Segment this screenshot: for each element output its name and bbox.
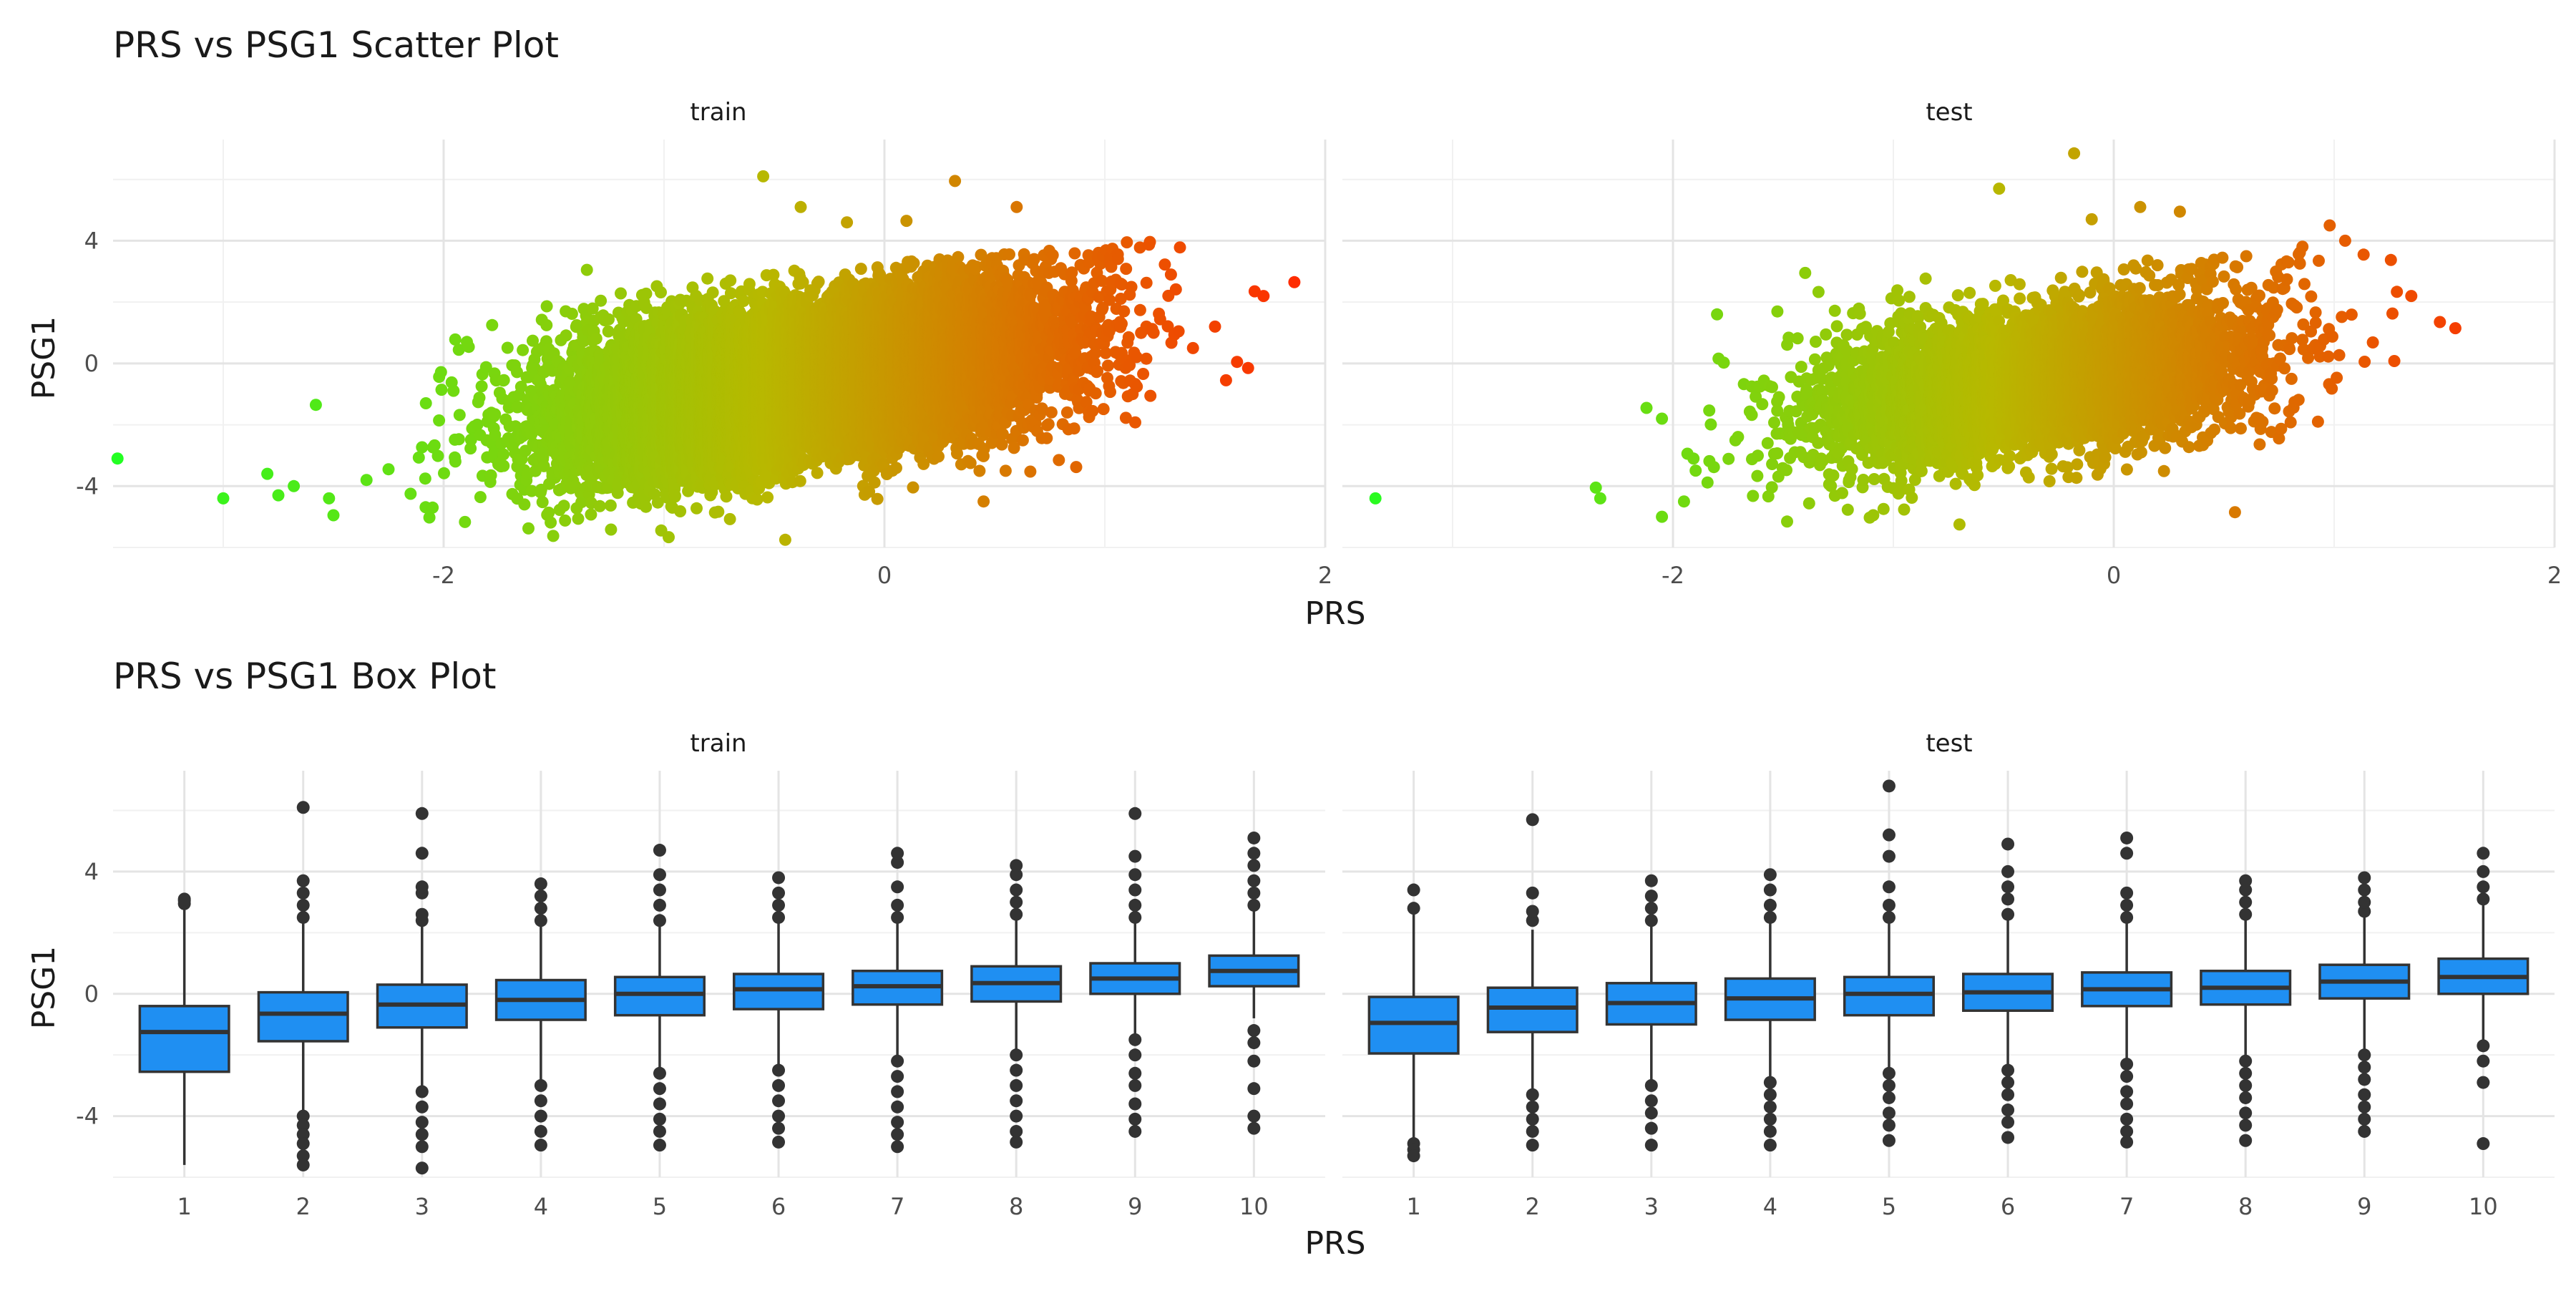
figure-background xyxy=(0,0,2576,1288)
scatter-point xyxy=(590,333,602,345)
chart-figure: PRS vs PSG1 Scatter Plot train test -202… xyxy=(0,0,2576,1288)
scatter-point xyxy=(497,449,509,461)
scatter-point xyxy=(498,374,510,386)
scatter-point xyxy=(707,286,719,298)
scatter-point xyxy=(288,480,300,492)
scatter-point xyxy=(310,399,322,411)
scatter-point xyxy=(453,433,465,445)
scatter-point xyxy=(724,274,736,286)
scatter-point xyxy=(273,489,285,502)
scatter-point xyxy=(419,472,431,484)
scatter-point xyxy=(602,326,615,338)
scatter-point xyxy=(595,295,607,307)
scatter-point xyxy=(454,409,466,421)
scatter-point xyxy=(559,515,571,527)
scatter-strip-train: train xyxy=(690,98,746,127)
scatter-point xyxy=(361,474,373,486)
scatter-point xyxy=(474,491,487,503)
scatter-strip-test: test xyxy=(1926,98,1972,127)
scatter-point xyxy=(323,492,335,505)
scatter-point xyxy=(547,530,560,542)
scatter-point xyxy=(594,500,606,512)
scatter-point xyxy=(449,455,462,467)
scatter-point xyxy=(485,469,497,482)
scatter-point xyxy=(426,502,439,514)
scatter-point xyxy=(724,513,736,525)
scatter-point xyxy=(416,442,428,454)
scatter-point xyxy=(640,501,652,513)
scatter-point xyxy=(540,319,552,331)
scatter-point xyxy=(413,452,425,464)
scatter-point xyxy=(436,384,448,396)
scatter-point xyxy=(691,502,703,515)
scatter-point xyxy=(429,439,441,452)
scatter-point xyxy=(449,333,462,346)
scatter-point xyxy=(605,524,617,536)
scatter-point xyxy=(585,509,597,521)
scatter-point xyxy=(640,288,653,300)
scatter-point xyxy=(433,414,445,427)
scatter-point xyxy=(497,460,509,472)
scatter-point xyxy=(261,468,273,480)
scatter-point xyxy=(112,452,124,464)
scatter-point xyxy=(663,531,675,543)
scatter-point xyxy=(459,516,471,528)
scatter-point xyxy=(721,490,733,502)
scatter-point xyxy=(518,498,530,510)
scatter-point xyxy=(581,264,593,276)
scatter-point xyxy=(476,380,488,392)
scatter-point xyxy=(541,301,553,313)
scatter-point xyxy=(432,450,444,462)
scatter-point xyxy=(517,344,529,356)
scatter-point xyxy=(420,397,432,409)
scatter-point xyxy=(463,341,475,353)
scatter-point xyxy=(602,313,615,326)
scatter-point xyxy=(438,467,450,479)
scatter-point xyxy=(669,489,681,502)
chart-canvas: PRS vs PSG1 Scatter Plot train test -202… xyxy=(0,0,2576,1288)
scatter-point xyxy=(566,308,578,320)
scatter-point xyxy=(558,500,570,512)
scatter-point xyxy=(404,488,416,500)
scatter-point xyxy=(701,273,713,285)
scatter-point xyxy=(328,510,340,522)
scatter-point xyxy=(502,342,514,354)
scatter-point xyxy=(572,512,585,525)
scatter-title: PRS vs PSG1 Scatter Plot xyxy=(113,24,559,66)
scatter-point xyxy=(712,506,724,518)
scatter-point xyxy=(605,500,617,512)
scatter-point xyxy=(474,391,486,404)
scatter-point xyxy=(545,517,557,529)
scatter-point xyxy=(486,319,498,331)
scatter-point xyxy=(489,408,501,420)
scatter-point xyxy=(522,522,535,535)
scatter-point xyxy=(447,385,459,397)
scatter-point xyxy=(560,329,572,341)
scatter-point xyxy=(218,492,230,505)
scatter-point xyxy=(537,496,549,508)
scatter-point xyxy=(615,288,627,300)
scatter-point xyxy=(655,286,667,298)
scatter-point xyxy=(435,366,447,379)
scatter-point xyxy=(383,463,395,475)
scatter-point xyxy=(674,505,686,517)
